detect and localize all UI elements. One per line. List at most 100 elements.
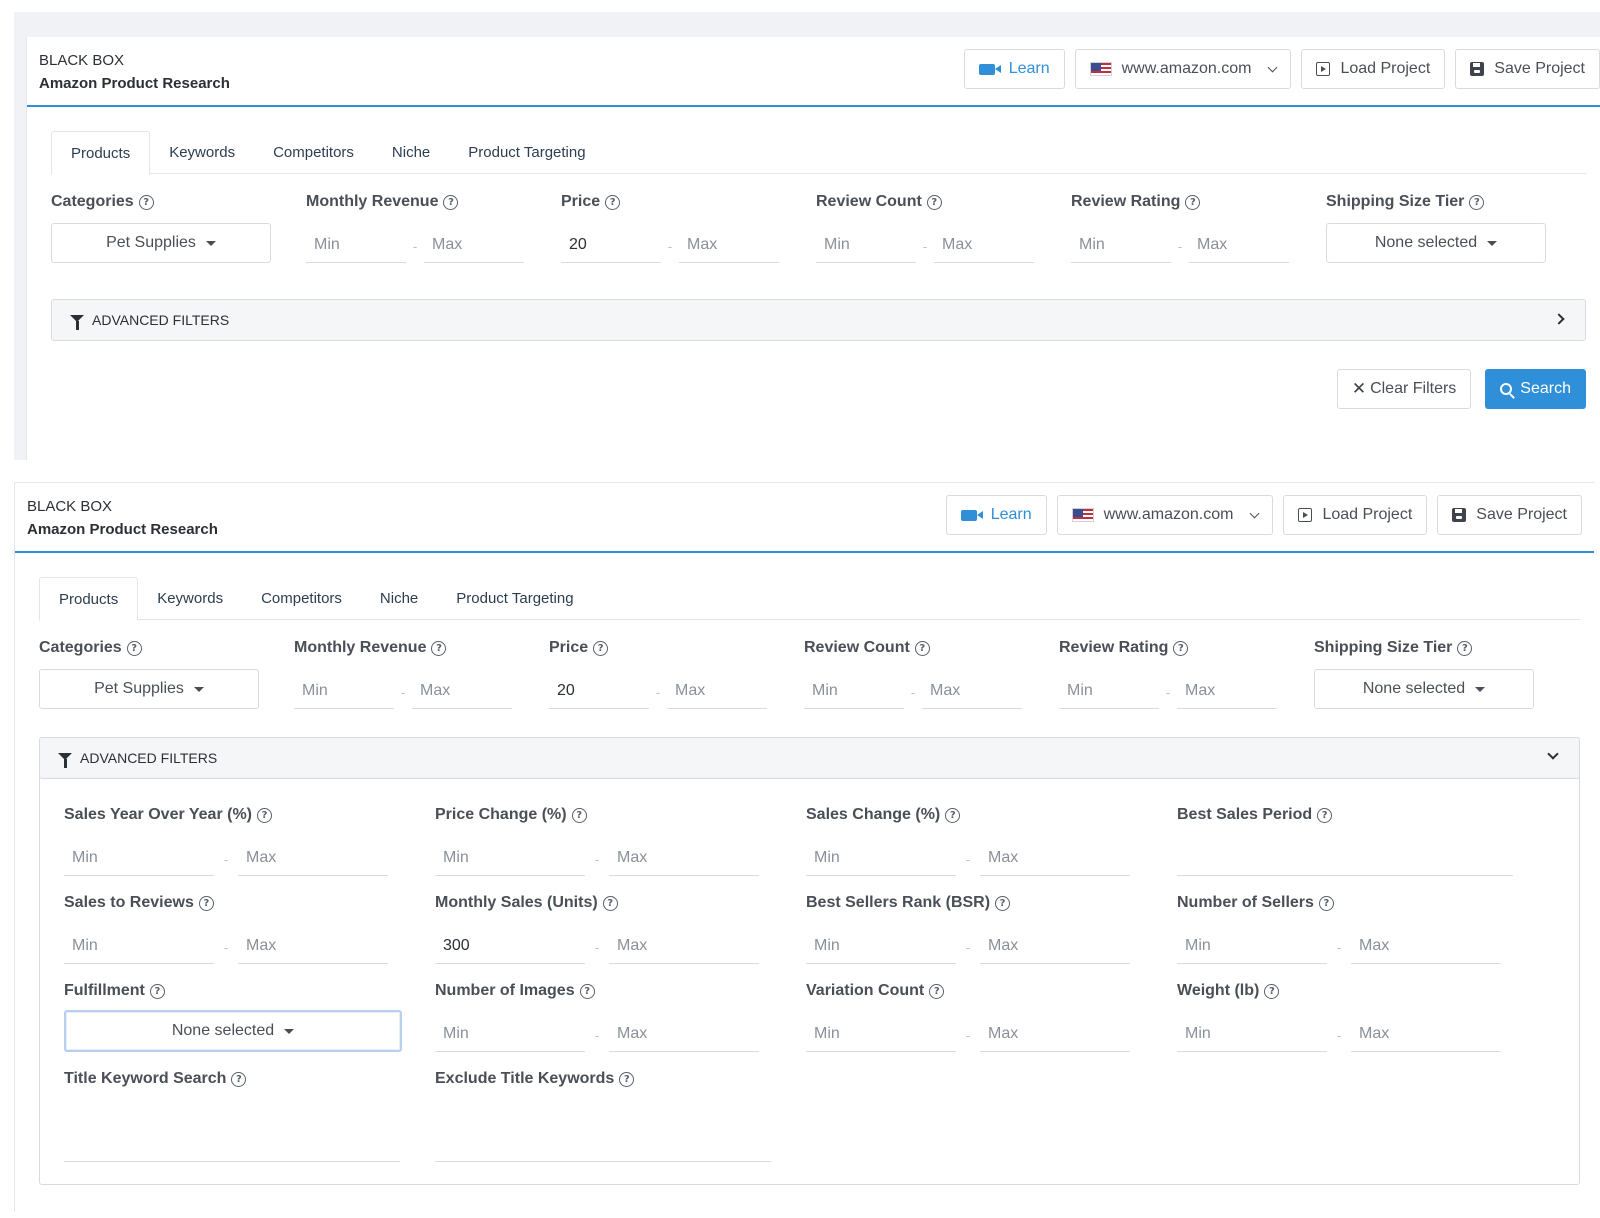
search-label: Search (1520, 380, 1571, 397)
tab-products[interactable]: Products (39, 577, 139, 621)
review-rating-min[interactable]: Min (1059, 675, 1159, 709)
categories-dropdown[interactable]: Pet Supplies (51, 223, 271, 263)
help-icon[interactable]: ? (126, 640, 142, 656)
search-button[interactable]: Search (1485, 369, 1586, 409)
help-icon[interactable]: ? (579, 983, 595, 999)
help-icon[interactable]: ? (945, 807, 961, 823)
help-icon[interactable]: ? (443, 194, 459, 210)
help-icon[interactable]: ? (1469, 194, 1485, 210)
help-icon[interactable]: ? (602, 895, 618, 911)
categories-dropdown[interactable]: Pet Supplies (39, 669, 259, 709)
tab-niche[interactable]: Niche (391, 144, 431, 161)
sales-to-reviews-min[interactable]: Min (64, 930, 214, 964)
brand-subtitle: Amazon Product Research (39, 75, 230, 92)
bsr-max[interactable]: Max (980, 930, 1130, 964)
save-project-button[interactable]: Save Project (1455, 49, 1600, 89)
price-max[interactable]: Max (679, 229, 779, 263)
tab-product-targeting[interactable]: Product Targeting (456, 590, 574, 607)
monthly-revenue-max[interactable]: Max (424, 229, 524, 263)
shipping-size-dropdown[interactable]: None selected (1314, 669, 1534, 709)
best-sales-period-input[interactable] (1177, 842, 1513, 876)
sales-to-reviews-max[interactable]: Max (238, 930, 388, 964)
title-keyword-input[interactable] (64, 1128, 400, 1162)
sales-change-max[interactable]: Max (980, 842, 1130, 876)
review-rating-max[interactable]: Max (1189, 229, 1289, 263)
monthly-sales-min[interactable]: 300 (435, 930, 585, 964)
help-icon[interactable]: ? (1317, 807, 1333, 823)
help-icon[interactable]: ? (231, 1071, 247, 1087)
tab-product-targeting[interactable]: Product Targeting (468, 144, 586, 161)
help-icon[interactable]: ? (995, 895, 1011, 911)
caret-down-icon (1487, 240, 1498, 246)
help-icon[interactable]: ? (198, 895, 214, 911)
tab-competitors[interactable]: Competitors (273, 144, 354, 161)
review-count-max[interactable]: Max (922, 675, 1022, 709)
title-keyword-label: Title Keyword Search? (64, 1068, 435, 1090)
sales-yoy-min[interactable]: Min (64, 842, 214, 876)
monthly-sales-max[interactable]: Max (609, 930, 759, 964)
help-icon[interactable]: ? (619, 1071, 635, 1087)
variation-count-min[interactable]: Min (806, 1018, 956, 1052)
help-icon[interactable]: ? (257, 807, 272, 823)
sales-change-min[interactable]: Min (806, 842, 956, 876)
us-flag-icon (1071, 508, 1094, 522)
weight-max[interactable]: Max (1351, 1018, 1501, 1052)
number-of-images-max[interactable]: Max (609, 1018, 759, 1052)
tab-products[interactable]: Products (51, 131, 151, 175)
advanced-filters-toggle[interactable]: ADVANCED FILTERS (39, 737, 1580, 779)
review-count-max[interactable]: Max (934, 229, 1034, 263)
monthly-revenue-min[interactable]: Min (294, 675, 394, 709)
marketplace-label: www.amazon.com (1121, 60, 1252, 77)
help-icon[interactable]: ? (138, 194, 154, 210)
sales-yoy-max[interactable]: Max (238, 842, 388, 876)
bsr-min[interactable]: Min (806, 930, 956, 964)
weight-min[interactable]: Min (1177, 1018, 1327, 1052)
clear-filters-button[interactable]: ✕ Clear Filters (1336, 369, 1472, 409)
monthly-revenue-max[interactable]: Max (412, 675, 512, 709)
learn-button[interactable]: Learn (963, 49, 1065, 89)
advanced-filters-label: ADVANCED FILTERS (80, 750, 218, 766)
fulfillment-dropdown[interactable]: None selected (64, 1010, 402, 1052)
price-min[interactable]: 20 (561, 229, 661, 263)
price-change-max[interactable]: Max (609, 842, 759, 876)
review-count-min[interactable]: Min (804, 675, 904, 709)
learn-button[interactable]: Learn (945, 495, 1047, 535)
help-icon[interactable]: ? (431, 640, 447, 656)
help-icon[interactable]: ? (929, 983, 945, 999)
variation-count-max[interactable]: Max (980, 1018, 1130, 1052)
help-icon[interactable]: ? (593, 640, 609, 656)
tab-keywords[interactable]: Keywords (169, 144, 236, 161)
price-max[interactable]: Max (667, 675, 767, 709)
tab-niche[interactable]: Niche (379, 590, 419, 607)
number-of-sellers-min[interactable]: Min (1177, 930, 1327, 964)
shipping-size-dropdown[interactable]: None selected (1326, 223, 1546, 263)
review-rating-min[interactable]: Min (1071, 229, 1171, 263)
tab-keywords[interactable]: Keywords (157, 590, 224, 607)
load-project-button[interactable]: Load Project (1301, 49, 1446, 89)
help-icon[interactable]: ? (605, 194, 621, 210)
help-icon[interactable]: ? (571, 807, 587, 823)
help-icon[interactable]: ? (149, 983, 165, 999)
help-icon[interactable]: ? (926, 194, 942, 210)
exclude-keywords-input[interactable] (435, 1128, 771, 1162)
help-icon[interactable]: ? (1457, 640, 1473, 656)
marketplace-select[interactable]: www.amazon.com (1056, 495, 1274, 535)
help-icon[interactable]: ? (1318, 895, 1334, 911)
review-count-min[interactable]: Min (816, 229, 916, 263)
review-rating-max[interactable]: Max (1177, 675, 1277, 709)
save-project-button[interactable]: Save Project (1437, 495, 1582, 535)
help-icon[interactable]: ? (1264, 983, 1280, 999)
price-min[interactable]: 20 (549, 675, 649, 709)
advanced-filters-toggle[interactable]: ADVANCED FILTERS (51, 299, 1586, 341)
number-of-sellers-max[interactable]: Max (1351, 930, 1501, 964)
help-icon[interactable]: ? (1173, 640, 1189, 656)
price-change-min[interactable]: Min (435, 842, 585, 876)
marketplace-select[interactable]: www.amazon.com (1074, 49, 1292, 89)
load-project-button[interactable]: Load Project (1283, 495, 1428, 535)
help-icon[interactable]: ? (1185, 194, 1201, 210)
monthly-revenue-min[interactable]: Min (306, 229, 406, 263)
caret-down-icon (1475, 686, 1486, 692)
number-of-images-min[interactable]: Min (435, 1018, 585, 1052)
tab-competitors[interactable]: Competitors (261, 590, 342, 607)
help-icon[interactable]: ? (914, 640, 930, 656)
